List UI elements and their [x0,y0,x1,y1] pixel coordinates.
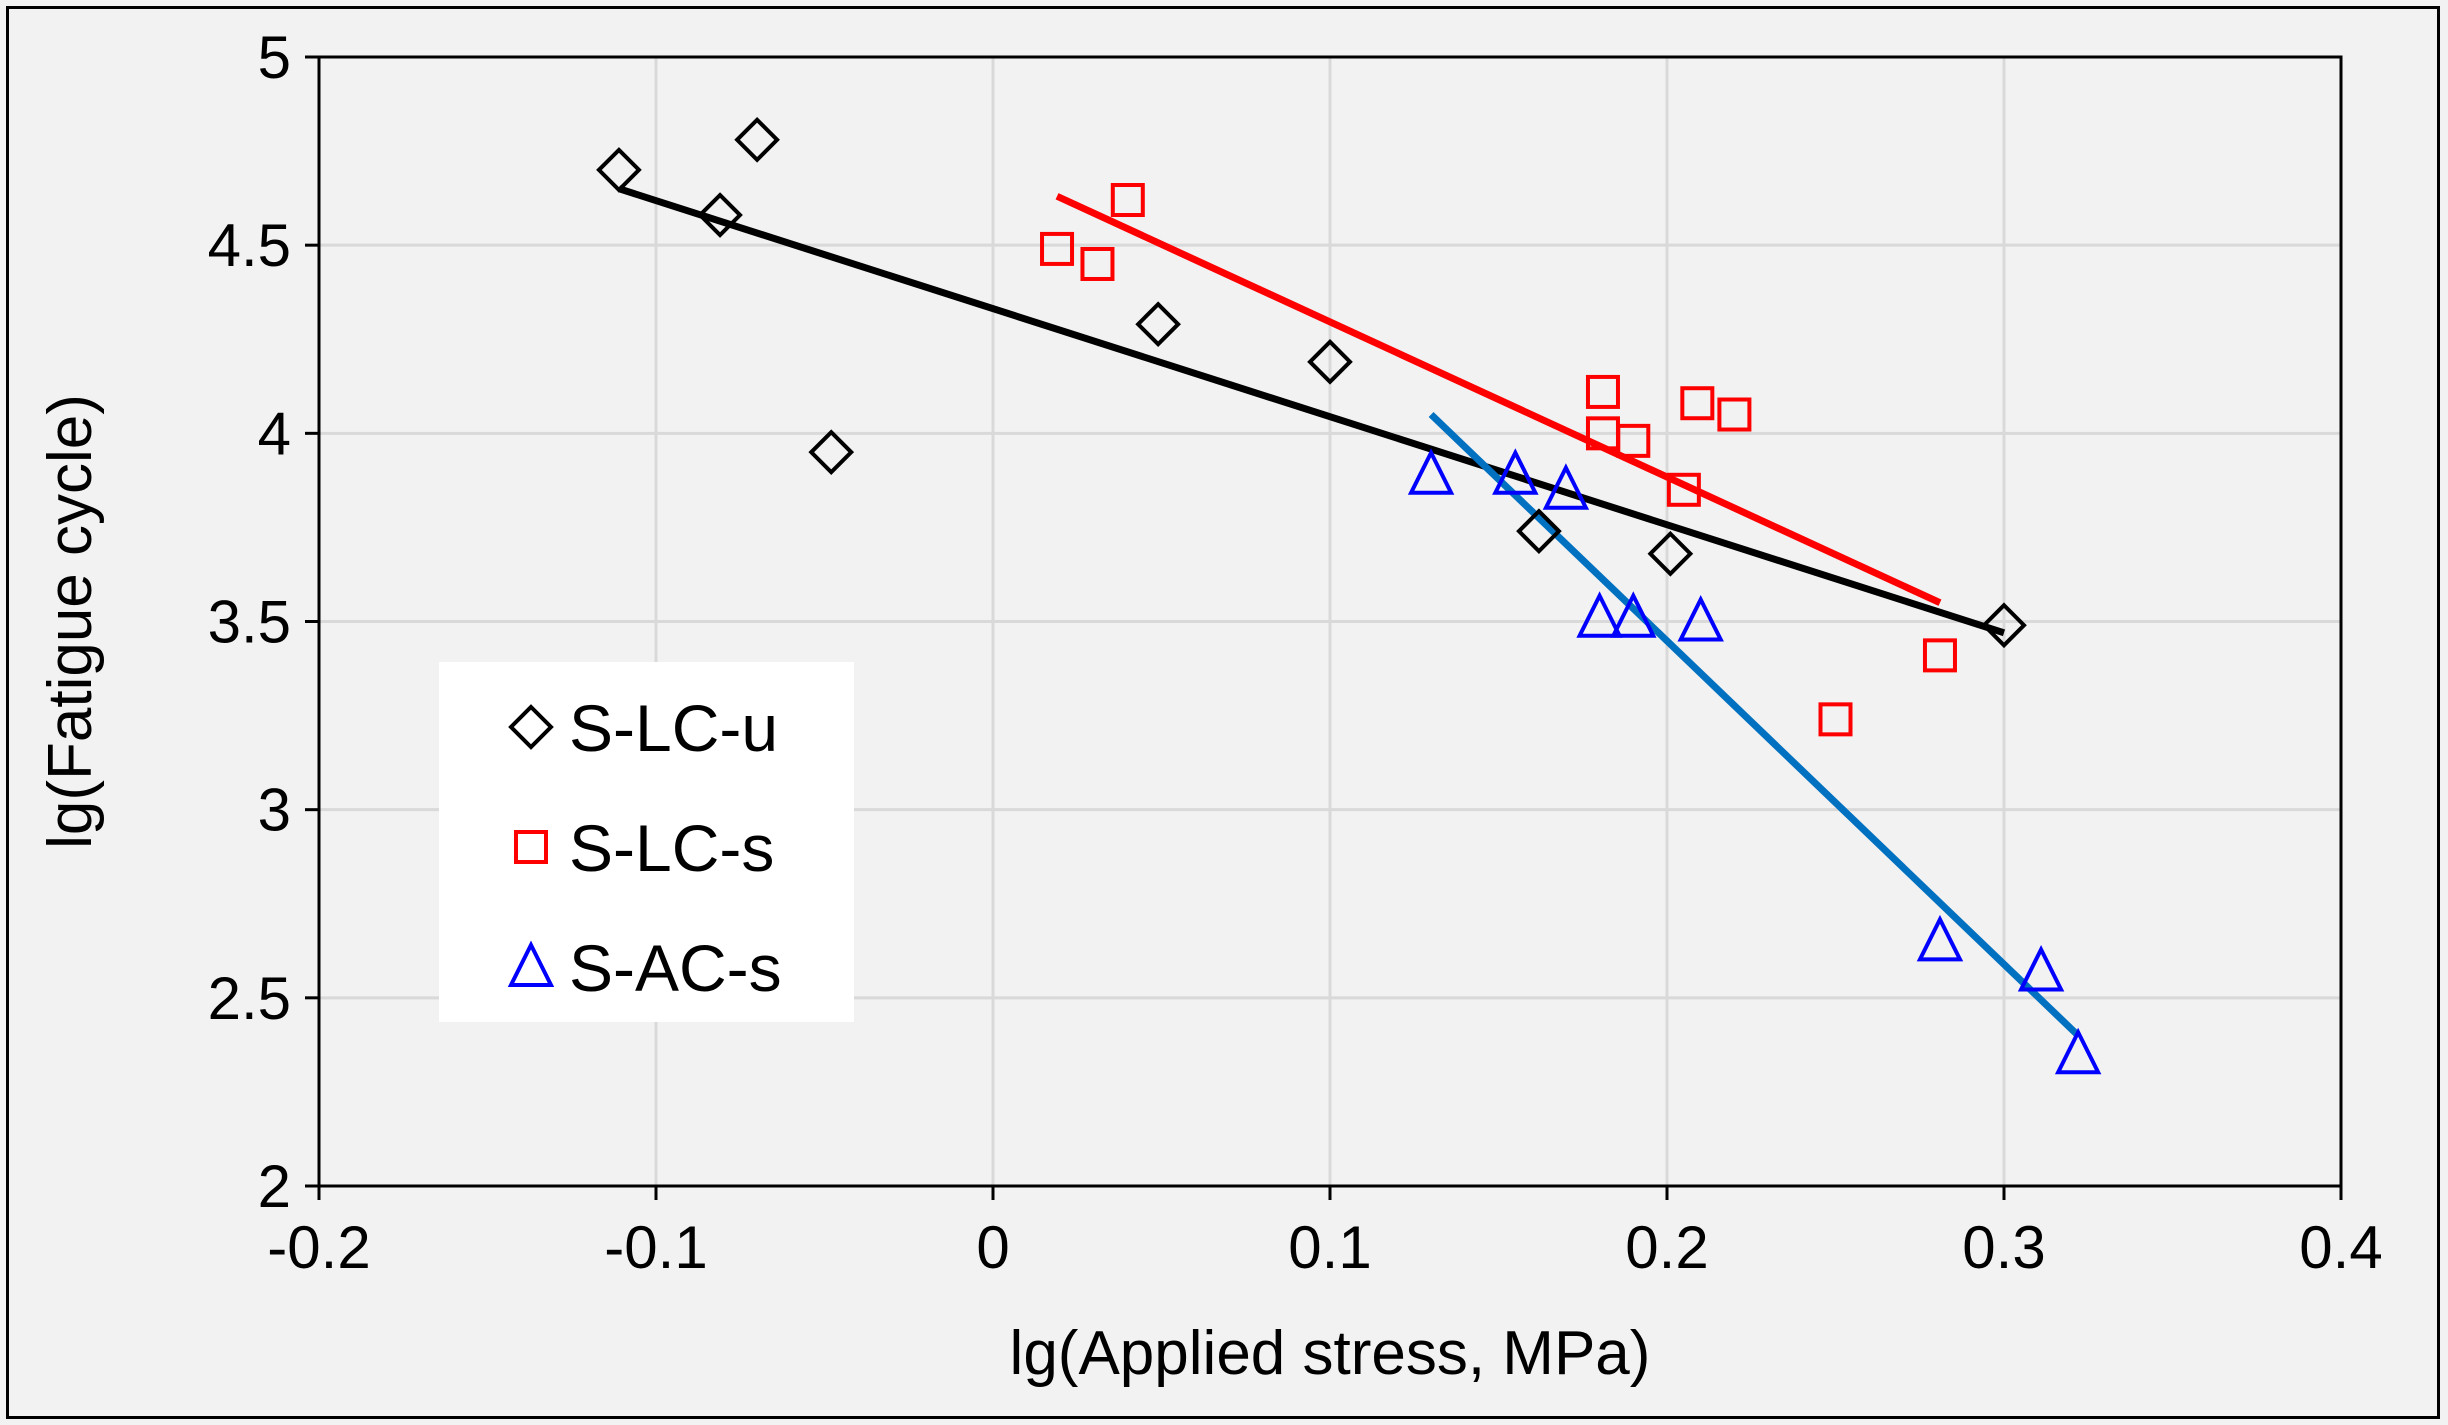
trendline-s-ac-s [1428,411,2081,1038]
point-s-lc-s [1110,183,1145,218]
chart-svg: -0.2 -0.1 0 0.1 0.2 0.3 0.4 2 2.5 3 3.5 4 4.5 5 lg(Ap… [36,24,2383,1388]
trendlines [617,185,2081,1038]
legend-marker-s-lc-u [508,704,554,750]
x-tick-label: 0.3 [1962,1214,2045,1281]
y-tick-label: 3.5 [208,589,291,656]
legend: S-LC-u S-LC-s S-AC-s [439,662,854,1022]
legend-label-s-ac-s: S-AC-s [569,931,782,1005]
y-tick-label: 3 [258,777,291,844]
point-s-lc-s [1922,638,1957,673]
x-tick-label: -0.1 [604,1214,707,1281]
point-s-lc-u [1135,301,1181,348]
point-s-lc-u [734,116,780,163]
legend-label-s-lc-u: S-LC-u [569,691,778,765]
legend-marker-s-lc-s [514,830,548,864]
axis-ticks: -0.2 -0.1 0 0.1 0.2 0.3 0.4 2 2.5 3 3.5 4 4.5 5 [208,24,2383,1281]
point-s-lc-u [1647,530,1694,577]
point-s-ac-s [1492,448,1539,495]
point-s-lc-u [1307,339,1353,385]
point-s-lc-u [808,429,855,475]
point-s-lc-s [1717,397,1752,432]
x-tick-label: 0.1 [1288,1214,1371,1281]
point-s-ac-s [1610,591,1657,638]
point-s-ac-s [1677,595,1724,642]
y-tick-label: 4.5 [208,212,291,279]
trendline-s-lc-u [617,185,2006,637]
y-tick-label: 2 [258,1153,291,1220]
legend-marker-s-ac-s [507,940,555,987]
point-s-ac-s [1576,591,1623,638]
y-tick-label: 4 [258,400,291,467]
point-s-lc-u [1516,508,1562,555]
point-s-lc-s [1616,423,1651,458]
y-tick-label: 5 [258,24,291,91]
point-s-lc-u [596,147,642,193]
x-axis-title: lg(Applied stress, MPa) [1010,1319,1651,1388]
x-tick-label: -0.2 [267,1214,370,1281]
x-tick-label: 0.4 [2299,1214,2382,1281]
legend-label-s-lc-s: S-LC-s [569,811,774,885]
point-s-lc-s [1818,702,1853,737]
trendline-s-lc-s [1055,193,1942,606]
point-s-ac-s [1916,914,1964,962]
y-tick-label: 2.5 [208,965,291,1032]
point-s-lc-s [1080,246,1115,281]
y-axis-title: lg(Fatigue cycle) [36,394,105,849]
point-s-lc-u [1981,602,2027,649]
point-s-lc-s [1040,231,1075,266]
point-s-ac-s [2054,1027,2102,1075]
point-s-ac-s [1542,463,1590,510]
data-points [596,116,2102,1075]
chart: -0.2 -0.1 0 0.1 0.2 0.3 0.4 2 2.5 3 3.5 4 4.5 5 lg(Ap… [6,6,2440,1419]
x-tick-label: 0 [976,1214,1009,1281]
point-s-ac-s [2017,945,2065,992]
point-s-lc-u [697,192,743,238]
legend-box [439,662,854,1022]
point-s-lc-s [1680,386,1715,421]
point-s-ac-s [1407,448,1455,495]
point-s-lc-s [1585,374,1620,409]
x-tick-label: 0.2 [1625,1214,1708,1281]
point-s-lc-s [1666,472,1701,507]
